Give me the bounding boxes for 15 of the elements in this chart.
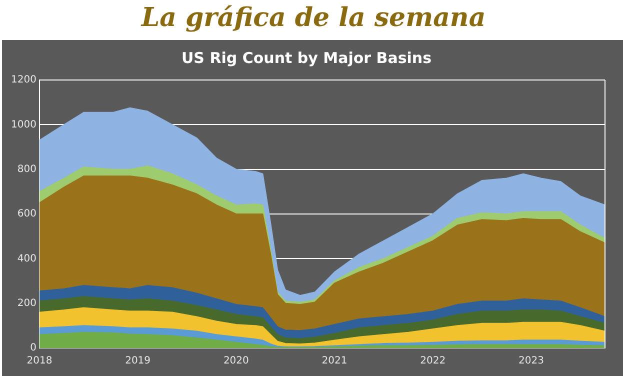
- chart-title: La gráfica de la semana: [140, 2, 487, 35]
- y-tick-label: 1200: [10, 74, 36, 86]
- x-tick-label: 2019: [125, 356, 151, 367]
- y-tick-label: 400: [17, 253, 36, 264]
- x-tick-label: 2023: [518, 356, 544, 367]
- x-tick-label: 2020: [223, 356, 249, 367]
- y-tick-label: 600: [17, 208, 36, 220]
- x-tick-label: 2018: [26, 356, 52, 367]
- y-tick-label: 200: [17, 298, 36, 309]
- y-tick-label: 1000: [10, 119, 36, 130]
- y-tick-label: 0: [30, 342, 36, 354]
- x-tick-label: 2021: [322, 356, 348, 367]
- x-tick-label: 2022: [420, 356, 446, 367]
- y-tick-label: 800: [17, 164, 36, 175]
- chart-subtitle: US Rig Count by Major Basins: [181, 48, 432, 67]
